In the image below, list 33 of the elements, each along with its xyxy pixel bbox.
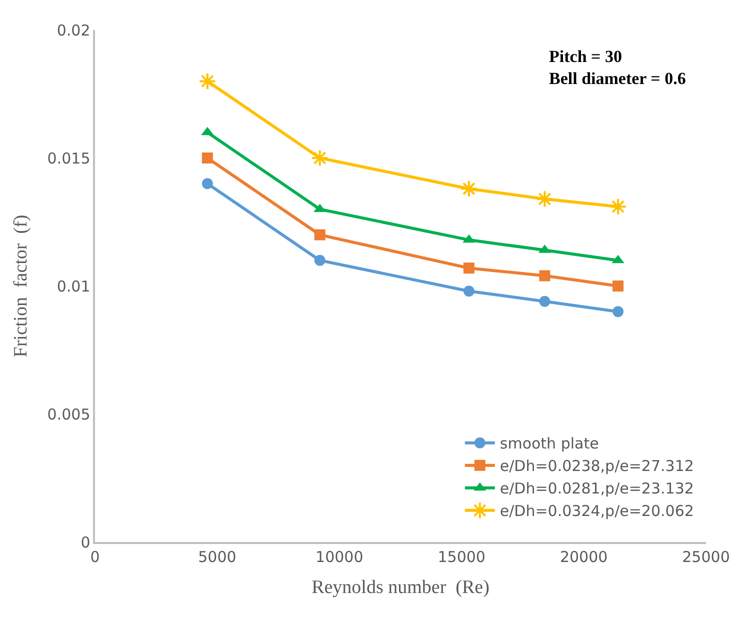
point: [609, 198, 627, 216]
x-tick-label: 20000: [560, 548, 608, 566]
x-tick-label: 25000: [682, 548, 730, 566]
point: [536, 190, 554, 208]
legend-label: e/Dh=0.0324,p/e=20.062: [500, 502, 694, 520]
annotation: Bell diameter = 0.6: [549, 69, 686, 88]
point: [612, 280, 624, 292]
y-tick-label: 0.015: [47, 149, 90, 168]
y-tick-label: 0.005: [47, 405, 90, 424]
legend-label: e/Dh=0.0238,p/e=27.312: [500, 457, 694, 476]
y-tick-label: 0: [80, 533, 90, 552]
legend-label: smooth plate: [500, 434, 599, 453]
point: [202, 152, 213, 164]
point: [311, 149, 329, 167]
legend-label: e/Dh=0.0281,p/e=23.132: [500, 480, 694, 498]
point: [460, 180, 478, 198]
point: [202, 178, 213, 190]
point: [198, 72, 216, 90]
x-tick-label: 15000: [438, 548, 486, 566]
x-tick-label: 5000: [198, 548, 236, 566]
point: [463, 262, 474, 274]
point: [463, 286, 474, 297]
point: [539, 296, 550, 307]
point: [612, 306, 624, 318]
point: [314, 229, 326, 240]
x-axis-title: Reynolds number (Re): [312, 577, 490, 598]
x-tick-label: 10000: [316, 548, 364, 566]
point: [539, 270, 550, 282]
annotation: Pitch = 30: [549, 47, 622, 66]
y-tick-label: 0.02: [56, 21, 90, 40]
y-axis-title: Friction factor (f): [10, 214, 32, 358]
y-tick-label: 0.01: [56, 277, 90, 296]
point: [314, 254, 326, 266]
